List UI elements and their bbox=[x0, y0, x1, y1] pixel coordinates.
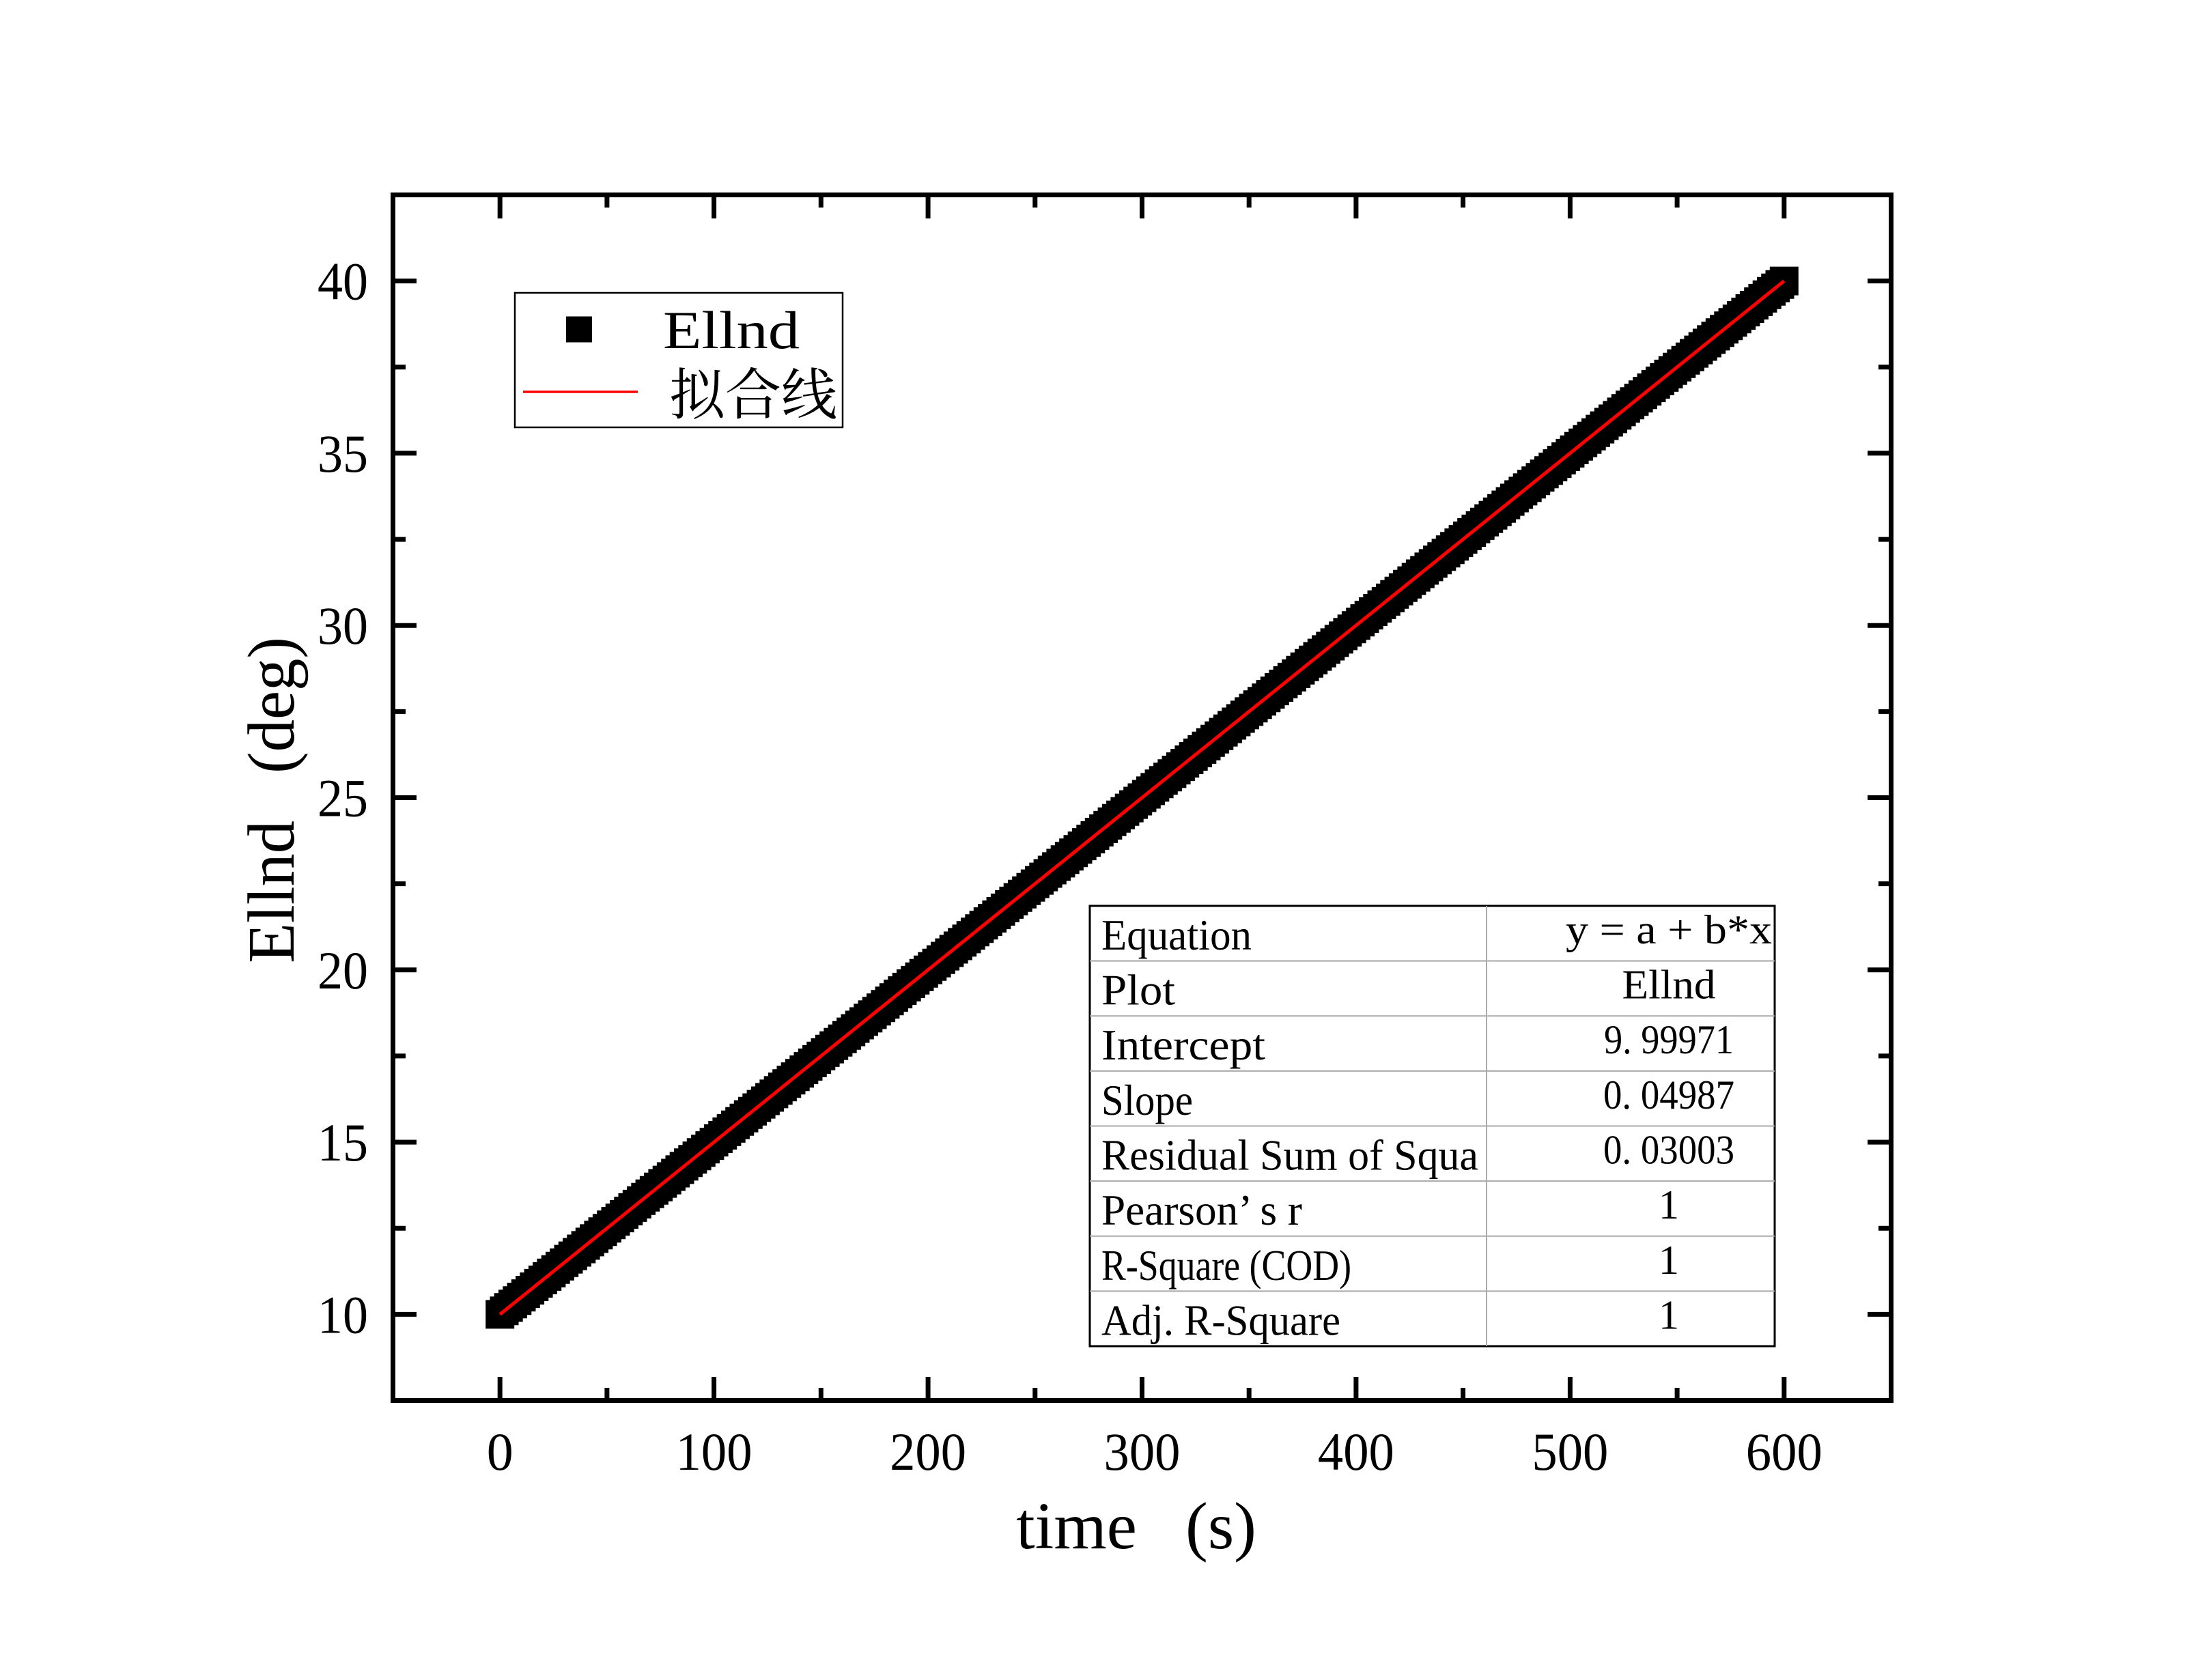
svg-text:Plot: Plot bbox=[1101, 967, 1176, 1014]
svg-text:1: 1 bbox=[1659, 1292, 1679, 1337]
svg-text:40: 40 bbox=[318, 252, 368, 311]
svg-text:0: 0 bbox=[487, 1422, 513, 1481]
svg-text:500: 500 bbox=[1532, 1422, 1608, 1481]
svg-text:600: 600 bbox=[1746, 1422, 1822, 1481]
svg-text:9. 99971: 9. 99971 bbox=[1604, 1017, 1734, 1062]
svg-text:Equation: Equation bbox=[1101, 911, 1252, 959]
svg-text:0. 04987: 0. 04987 bbox=[1603, 1072, 1734, 1117]
svg-text:300: 300 bbox=[1104, 1422, 1181, 1481]
svg-text:(deg): (deg) bbox=[235, 637, 308, 773]
svg-text:Pearson’ s r: Pearson’ s r bbox=[1101, 1186, 1302, 1234]
svg-text:10: 10 bbox=[318, 1285, 368, 1344]
svg-text:100: 100 bbox=[676, 1422, 752, 1481]
svg-text:1: 1 bbox=[1659, 1238, 1679, 1283]
svg-text:Intercept: Intercept bbox=[1101, 1021, 1266, 1069]
svg-text:30: 30 bbox=[318, 596, 368, 655]
svg-text:time: time bbox=[1016, 1490, 1137, 1563]
svg-text:200: 200 bbox=[890, 1422, 966, 1481]
svg-text:20: 20 bbox=[318, 941, 368, 1000]
svg-text:Ellnd: Ellnd bbox=[1622, 963, 1716, 1008]
svg-text:Residual Sum of Squa: Residual Sum of Squa bbox=[1101, 1132, 1478, 1180]
svg-text:1: 1 bbox=[1659, 1182, 1679, 1227]
svg-text:Slope: Slope bbox=[1101, 1077, 1193, 1124]
svg-text:Ellnd: Ellnd bbox=[235, 821, 308, 963]
svg-text:35: 35 bbox=[318, 424, 368, 483]
svg-text:15: 15 bbox=[318, 1113, 368, 1172]
svg-text:25: 25 bbox=[318, 769, 368, 828]
svg-text:Ellnd: Ellnd bbox=[663, 300, 800, 360]
svg-text:(s): (s) bbox=[1185, 1490, 1256, 1563]
svg-text:Adj. R-Square: Adj. R-Square bbox=[1101, 1296, 1340, 1344]
svg-text:0. 03003: 0. 03003 bbox=[1603, 1128, 1734, 1173]
svg-text:400: 400 bbox=[1318, 1422, 1394, 1481]
svg-text:y = a + b*x: y = a + b*x bbox=[1566, 907, 1772, 952]
svg-text:R-Square (COD): R-Square (COD) bbox=[1101, 1242, 1351, 1290]
